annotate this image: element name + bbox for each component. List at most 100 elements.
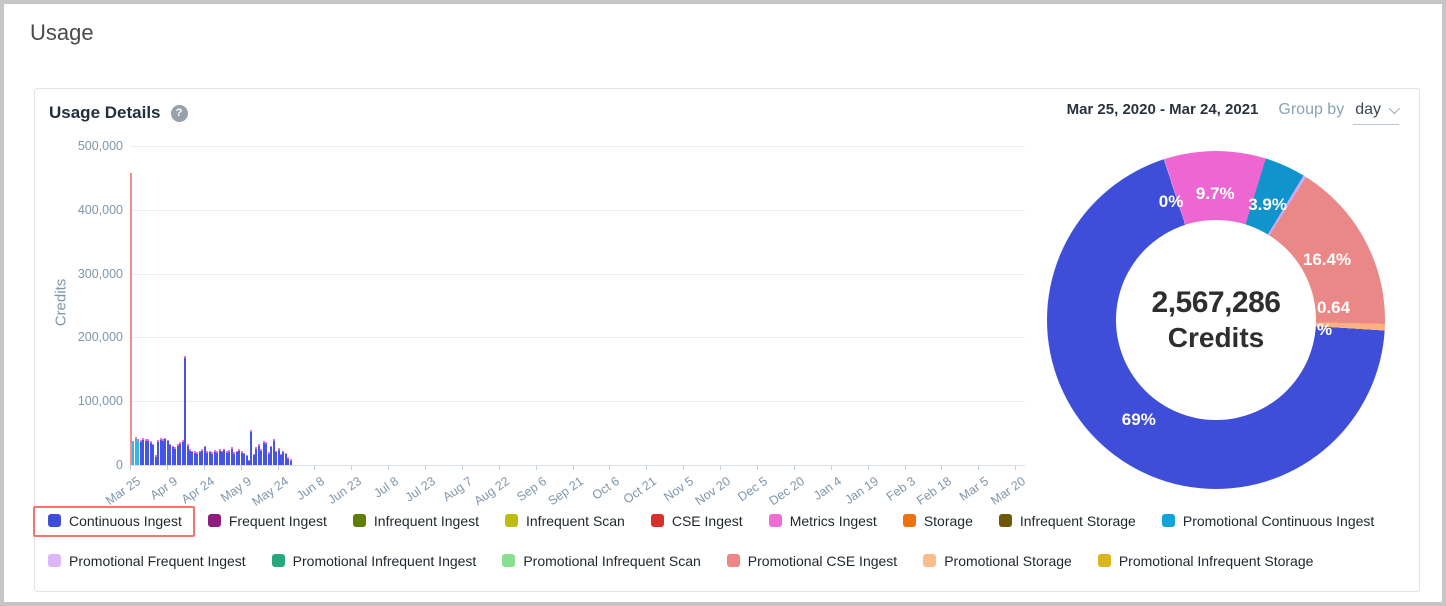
group-by-dropdown[interactable]: day [1353,101,1401,125]
usage-bar[interactable] [152,443,155,465]
usage-bar[interactable] [206,451,209,465]
usage-bar[interactable] [270,445,273,465]
donut-segment-label: 9.7% [1195,183,1235,203]
usage-bar[interactable] [196,452,199,465]
usage-bar[interactable] [184,355,187,465]
usage-bar[interactable] [238,449,241,465]
usage-bar[interactable] [137,439,140,465]
usage-bar[interactable] [235,450,238,465]
metrics-tip [272,438,275,441]
usage-bar[interactable] [154,455,157,465]
usage-bar[interactable] [203,445,206,465]
usage-bar[interactable] [223,448,226,465]
usage-bar[interactable] [252,453,255,465]
usage-bar[interactable] [198,450,201,465]
usage-bar[interactable] [174,447,177,465]
usage-bar[interactable] [279,453,282,465]
usage-bar[interactable] [176,444,179,465]
gridline [130,401,1025,403]
metrics-tip [164,437,167,440]
usage-bar[interactable] [193,451,196,465]
usage-bar[interactable] [149,441,152,465]
usage-bar[interactable] [255,447,258,465]
usage-bar[interactable] [130,172,132,465]
legend-item-cse-ingest[interactable]: CSE Ingest [650,513,743,529]
usage-bar[interactable] [243,452,246,465]
usage-bar[interactable] [179,442,182,465]
gridline [130,273,1025,275]
usage-bar[interactable] [191,450,194,465]
legend-swatch [48,554,61,567]
metrics-tip [174,447,177,450]
legend-item-promotional-continuous-ingest[interactable]: Promotional Continuous Ingest [1161,513,1374,529]
usage-bar[interactable] [171,445,174,465]
help-icon[interactable]: ? [170,104,188,122]
usage-bar[interactable] [132,440,135,465]
usage-bar[interactable] [220,450,223,465]
usage-bar[interactable] [157,440,160,465]
usage-bar[interactable] [181,440,184,465]
usage-bar[interactable] [272,438,275,465]
usage-bar[interactable] [282,450,285,465]
legend-item-infrequent-storage[interactable]: Infrequent Storage [998,513,1136,529]
legend-item-continuous-ingest[interactable]: Continuous Ingest [33,505,195,537]
usage-bar[interactable] [166,439,169,465]
usage-bar[interactable] [248,459,251,465]
donut-chart[interactable]: 2,567,286 Credits 0% 9.7% 3.9% 16.4% 0.64 % 6… [1047,151,1385,489]
legend-item-infrequent-scan[interactable]: Infrequent Scan [505,513,625,529]
x-tick-mark [683,465,685,470]
usage-bar[interactable] [211,452,214,465]
legend-item-promotional-infrequent-storage[interactable]: Promotional Infrequent Storage [1097,553,1313,569]
usage-bar[interactable] [289,459,292,465]
legend-item-metrics-ingest[interactable]: Metrics Ingest [768,513,877,529]
usage-bar[interactable] [277,448,280,465]
legend-item-promotional-cse-ingest[interactable]: Promotional CSE Ingest [726,553,897,569]
usage-bar[interactable] [164,437,167,465]
usage-bar[interactable] [265,442,268,465]
usage-bar[interactable] [169,443,172,465]
metrics-tip [157,440,160,443]
usage-bar[interactable] [275,450,278,465]
legend-item-promotional-frequent-ingest[interactable]: Promotional Frequent Ingest [48,553,246,569]
usage-bar[interactable] [233,452,236,465]
usage-bar[interactable] [284,452,287,465]
legend-item-frequent-ingest[interactable]: Frequent Ingest [207,513,327,529]
metrics-tip [169,443,172,446]
usage-bar[interactable] [225,451,228,465]
usage-bar[interactable] [142,438,145,465]
usage-bar[interactable] [228,450,231,465]
gridline [130,146,1025,147]
legend-item-storage[interactable]: Storage [902,513,973,529]
usage-bar[interactable] [267,452,270,465]
metrics-tip [228,450,231,452]
usage-bar[interactable] [147,438,150,465]
usage-bar[interactable] [161,438,164,465]
usage-bar[interactable] [144,439,147,465]
legend-label: Promotional Storage [944,552,1072,569]
usage-bar[interactable] [201,449,204,465]
usage-bar[interactable] [218,449,221,465]
usage-bar[interactable] [139,440,142,465]
donut-segment-label: 0.64 % [1317,297,1351,339]
usage-bar[interactable] [134,437,137,465]
legend-item-infrequent-ingest[interactable]: Infrequent Ingest [352,513,479,529]
usage-bar[interactable] [230,447,233,465]
usage-bar[interactable] [250,429,253,465]
usage-bar[interactable] [287,457,290,465]
usage-bar[interactable] [208,450,211,465]
usage-bar[interactable] [260,449,263,465]
usage-bar[interactable] [213,450,216,465]
legend-item-promotional-infrequent-scan[interactable]: Promotional Infrequent Scan [502,553,701,569]
usage-bar[interactable] [159,438,162,465]
usage-bar[interactable] [186,444,189,465]
legend-item-promotional-storage[interactable]: Promotional Storage [923,553,1072,569]
x-tick-mark [572,465,574,470]
usage-bar[interactable] [240,451,243,465]
usage-bar[interactable] [189,449,191,465]
x-tick-mark [277,465,279,470]
usage-bar[interactable] [262,440,265,465]
usage-bar[interactable] [216,451,219,465]
usage-bar[interactable] [245,454,248,465]
legend-item-promotional-infrequent-ingest[interactable]: Promotional Infrequent Ingest [271,553,476,569]
usage-bar[interactable] [257,444,260,465]
